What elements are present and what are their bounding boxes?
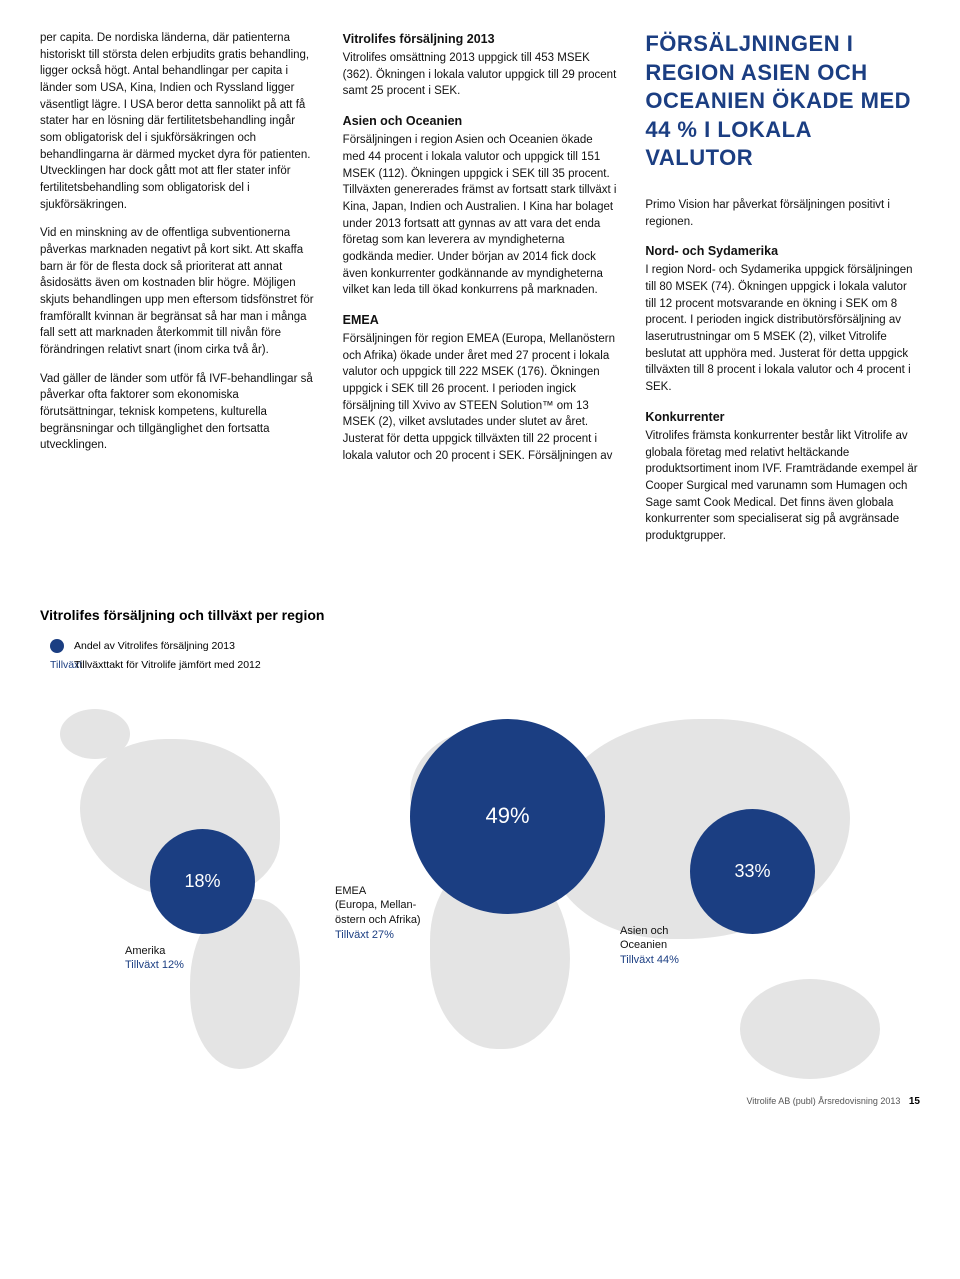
bubble-amerika: 18% xyxy=(150,829,255,934)
world-map: 18% Amerika Tillväxt 12% 49% EMEA (Europ… xyxy=(40,679,920,1099)
bubble-asien: 33% xyxy=(690,809,815,934)
body-text: Vad gäller de länder som utför få IVF-be… xyxy=(40,371,315,454)
callout-line: FÖRSÄLJNINGEN I xyxy=(645,30,920,59)
legend-label: Tillväxttakt för Vitrolife jämfört med 2… xyxy=(74,659,261,671)
region-label-asien: Asien och Oceanien Tillväxt 44% xyxy=(620,924,679,969)
column-2: Vitrolifes försäljning 2013 Vitrolifes o… xyxy=(343,30,618,557)
bubble-pct: 33% xyxy=(734,861,770,882)
legend-label: Andel av Vitrolifes försäljning 2013 xyxy=(74,640,235,652)
column-1: per capita. De nordiska länderna, där pa… xyxy=(40,30,315,557)
body-text: Vitrolifes omsättning 2013 uppgick till … xyxy=(343,50,618,100)
page-number: 15 xyxy=(909,1096,920,1107)
body-text: Primo Vision har påverkat försäljningen … xyxy=(645,197,920,230)
page-footer: Vitrolife AB (publ) Årsredovisning 2013 … xyxy=(746,1096,920,1107)
region-growth: Tillväxt 27% xyxy=(335,928,421,943)
legend-swatch-circle-icon xyxy=(50,639,64,653)
section-heading: Asien och Oceanien xyxy=(343,112,618,130)
region-label-emea: EMEA (Europa, Mellan- östern och Afrika)… xyxy=(335,884,421,943)
body-text: Vid en minskning av de offentliga subven… xyxy=(40,225,315,358)
body-text: I region Nord- och Sydamerika uppgick fö… xyxy=(645,262,920,395)
region-label-amerika: Amerika Tillväxt 12% xyxy=(125,944,184,974)
region-growth: Tillväxt 12% xyxy=(125,958,184,973)
region-name: Asien och xyxy=(620,924,679,939)
chart-legend: Andel av Vitrolifes försäljning 2013 Til… xyxy=(50,639,920,671)
body-text: Vitrolifes främsta konkurrenter består l… xyxy=(645,428,920,545)
section-heading: Vitrolifes försäljning 2013 xyxy=(343,30,618,48)
region-name: Oceanien xyxy=(620,938,679,953)
column-3: FÖRSÄLJNINGEN I REGION ASIEN OCH OCEANIE… xyxy=(645,30,920,557)
bubble-emea: 49% xyxy=(410,719,605,914)
bubble-pct: 18% xyxy=(184,871,220,892)
section-heading: Konkurrenter xyxy=(645,408,920,426)
body-text: Försäljningen i region Asien och Oceanie… xyxy=(343,132,618,299)
body-text: per capita. De nordiska länderna, där pa… xyxy=(40,30,315,213)
region-name: Amerika xyxy=(125,944,184,959)
region-name: EMEA xyxy=(335,884,421,899)
chart-title: Vitrolifes försäljning och tillväxt per … xyxy=(40,607,920,623)
region-name: östern och Afrika) xyxy=(335,913,421,928)
section-heading: Nord- och Sydamerika xyxy=(645,242,920,260)
callout-line: 44 % I LOKALA VALUTOR xyxy=(645,116,920,173)
callout-headline: FÖRSÄLJNINGEN I REGION ASIEN OCH OCEANIE… xyxy=(645,30,920,173)
region-growth: Tillväxt 44% xyxy=(620,953,679,968)
footer-text: Vitrolife AB (publ) Årsredovisning 2013 xyxy=(746,1096,900,1106)
sales-by-region-chart: Vitrolifes försäljning och tillväxt per … xyxy=(40,607,920,1099)
callout-line: OCEANIEN ÖKADE MED xyxy=(645,87,920,116)
bubble-pct: 49% xyxy=(485,803,529,829)
section-heading: EMEA xyxy=(343,311,618,329)
legend-swatch-text: Tillväxt xyxy=(50,659,64,671)
callout-line: REGION ASIEN OCH xyxy=(645,59,920,88)
body-text: Försäljningen för region EMEA (Europa, M… xyxy=(343,331,618,464)
region-name: (Europa, Mellan- xyxy=(335,898,421,913)
